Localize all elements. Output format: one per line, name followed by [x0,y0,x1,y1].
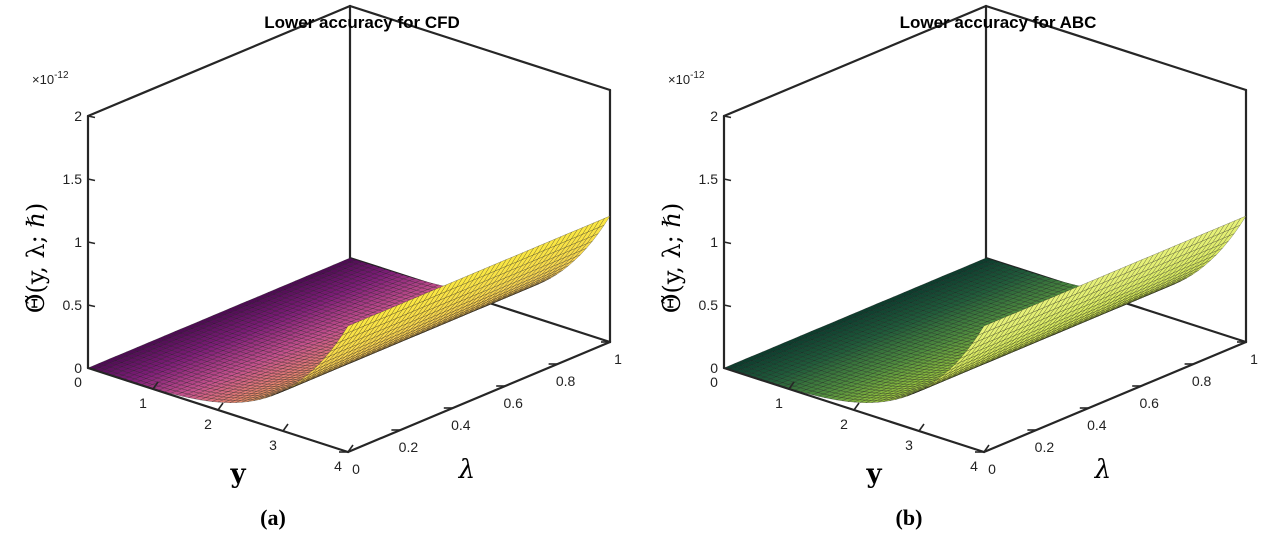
z-tick-mark [723,115,732,119]
panel-caption: (a) [260,505,286,530]
x-tick-label: 0 [710,374,718,390]
x-tick-mark [347,444,354,453]
z-tick-mark [87,241,96,245]
chart-title: Lower accuracy for CFD [264,13,460,32]
x-tick-label: 2 [840,416,848,432]
lambda-tick-label: 1 [614,351,622,367]
lambda-tick-label: 0.2 [1035,439,1055,455]
z-tick-label: 1.5 [699,171,719,187]
top-back-edge [984,4,1248,92]
lambda-tick-label: 0.2 [399,439,419,455]
z-axis-label: Θ̃(y, λ; ℏ) [22,203,50,313]
chart-title: Lower accuracy for ABC [900,13,1097,32]
x-tick-mark [282,423,289,432]
top-left-edge [722,4,988,118]
surface-mesh [723,215,1247,403]
chart-panel-b: 0 0.5 1 1.5 2 ×10-12 0 1 2 3 4 0 0.2 0.4 0.6 0.8 1 Lower … [636,0,1271,534]
surface-face [341,323,354,336]
x-tick-label: 4 [970,458,978,474]
lambda-axis-line [346,340,612,454]
lambda-tick-label: 0.6 [1139,395,1159,411]
x-tick-label: 2 [204,416,212,432]
x-tick-label: 3 [269,437,277,453]
x-axis-label: y [229,459,246,489]
surface-mesh [87,215,611,403]
lambda-tick-label: 0.4 [1087,417,1107,433]
x-tick-mark [983,444,990,453]
lambda-axis-line [982,340,1248,454]
x-tick-label: 3 [905,437,913,453]
z-tick-label: 0 [74,360,82,376]
z-tick-label: 1.5 [63,171,83,187]
z-axis-label: Θ̃(y, λ; ℏ) [658,203,686,313]
z-tick-mark [87,304,96,308]
surface-face [977,323,990,336]
lambda-tick-label: 0.8 [556,373,576,389]
lambda-tick-label: 0.8 [1192,373,1212,389]
z-exponent-label: ×10-12 [32,70,69,87]
panel-caption: (b) [896,505,923,530]
z-tick-mark [87,178,96,182]
x-tick-label: 1 [139,395,147,411]
z-tick-label: 2 [710,108,718,124]
z-tick-label: 0 [710,360,718,376]
z-tick-mark [723,304,732,308]
z-tick-label: 1 [74,234,82,250]
z-tick-mark [723,241,732,245]
x-tick-mark [152,381,159,390]
lambda-tick-label: 0 [352,461,360,477]
x-tick-label: 4 [334,458,342,474]
x-tick-mark [918,423,925,432]
x-tick-mark [788,381,795,390]
z-tick-label: 2 [74,108,82,124]
z-tick-label: 0.5 [63,297,83,313]
lambda-tick-label: 0.4 [451,417,471,433]
top-left-edge [86,4,352,118]
z-tick-label: 1 [710,234,718,250]
lambda-axis-label: λ [1094,455,1111,485]
x-tick-mark [217,402,224,411]
x-tick-label: 1 [775,395,783,411]
z-tick-mark [723,178,732,182]
lambda-tick-label: 0 [988,461,996,477]
z-tick-label: 0.5 [699,297,719,313]
z-tick-mark [723,367,732,371]
lambda-tick-label: 1 [1250,351,1258,367]
lambda-axis-label: λ [458,455,475,485]
chart-panel-a: 0 0.5 1 1.5 2 ×10-12 0 1 2 3 4 0 0.2 0.4 0.6 0.8 1 Lower … [0,0,635,534]
lambda-tick-label: 0.6 [503,395,523,411]
x-tick-label: 0 [74,374,82,390]
top-back-edge [348,4,612,92]
x-tick-mark [853,402,860,411]
z-tick-mark [87,115,96,119]
x-axis-label: y [865,459,882,489]
z-exponent-label: ×10-12 [668,70,705,87]
z-tick-mark [87,367,96,371]
